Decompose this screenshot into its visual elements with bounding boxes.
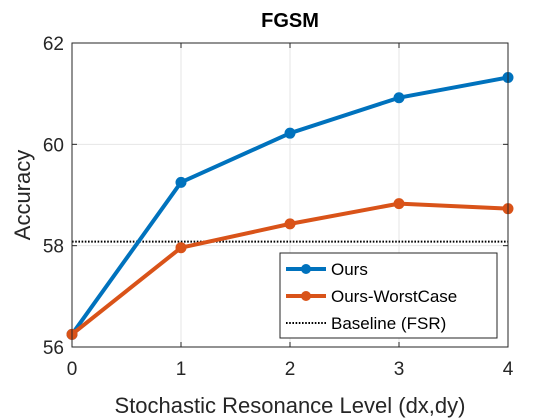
- data-point-ours: [393, 92, 405, 104]
- x-tick-label: 1: [176, 359, 187, 380]
- y-tick-label: 62: [43, 34, 64, 55]
- data-point-ours: [284, 127, 296, 139]
- y-tick-label: 60: [43, 135, 64, 156]
- y-axis-ticks: 56 58 60 62: [43, 34, 508, 359]
- data-point-ours: [175, 176, 187, 188]
- x-axis-ticks: 0 1 2 3 4: [67, 43, 514, 380]
- data-point-ours-worstcase: [284, 218, 296, 230]
- chart-title: FGSM: [261, 10, 319, 32]
- data-point-ours-worstcase: [175, 242, 187, 254]
- y-tick-label: 58: [43, 237, 64, 258]
- data-point-ours-worstcase: [393, 198, 405, 210]
- legend-marker-ours-worstcase: [301, 291, 311, 301]
- x-tick-label: 0: [67, 359, 78, 380]
- legend-label-ours-worstcase: Ours-WorstCase: [331, 287, 457, 306]
- legend-label-baseline-fsr: Baseline (FSR): [331, 314, 446, 333]
- legend-label-ours: Ours: [331, 260, 368, 279]
- y-tick-label: 56: [43, 338, 64, 359]
- legend-marker-ours: [301, 264, 311, 274]
- legend: Ours Ours-WorstCase Baseline (FSR): [279, 252, 498, 339]
- x-tick-label: 4: [503, 359, 514, 380]
- x-axis-label: Stochastic Resonance Level (dx,dy): [115, 393, 466, 418]
- y-axis-label: Accuracy: [10, 150, 35, 240]
- series-layer: [66, 71, 514, 340]
- x-tick-label: 3: [394, 359, 405, 380]
- x-tick-label: 2: [285, 359, 296, 380]
